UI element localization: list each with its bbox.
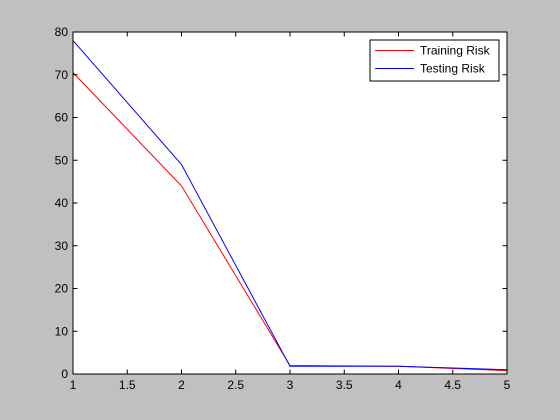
x-tick-label: 3 [287, 378, 294, 392]
x-tick-label: 2.5 [227, 378, 244, 392]
y-tick-label: 80 [55, 25, 69, 39]
legend-label-1: Testing Risk [420, 62, 486, 76]
x-tick-label: 4 [395, 378, 402, 392]
x-tick-label: 1.5 [119, 378, 136, 392]
y-tick-label: 30 [55, 239, 69, 253]
legend-box [369, 39, 500, 82]
y-tick-label: 0 [61, 367, 68, 381]
x-tick-label: 4.5 [444, 378, 461, 392]
series-layer [72, 40, 508, 372]
y-tick-label: 50 [55, 153, 69, 167]
y-tick-label: 10 [55, 324, 69, 338]
axes-frame [72, 31, 508, 375]
x-tick-label: 3.5 [336, 378, 353, 392]
legend[interactable]: Training Risk Testing Risk [369, 39, 500, 82]
y-tick-label: 40 [55, 196, 69, 210]
y-tick-label: 20 [55, 282, 69, 296]
y-tick-label: 60 [55, 111, 69, 125]
series-line-1 [72, 40, 508, 371]
y-tick-label: 70 [55, 68, 69, 82]
x-tick-label: 1 [70, 378, 77, 392]
legend-label-0: Training Risk [420, 44, 491, 58]
x-tick-label: 5 [504, 378, 511, 392]
x-tick-label: 2 [178, 378, 185, 392]
plot-area [73, 32, 507, 374]
